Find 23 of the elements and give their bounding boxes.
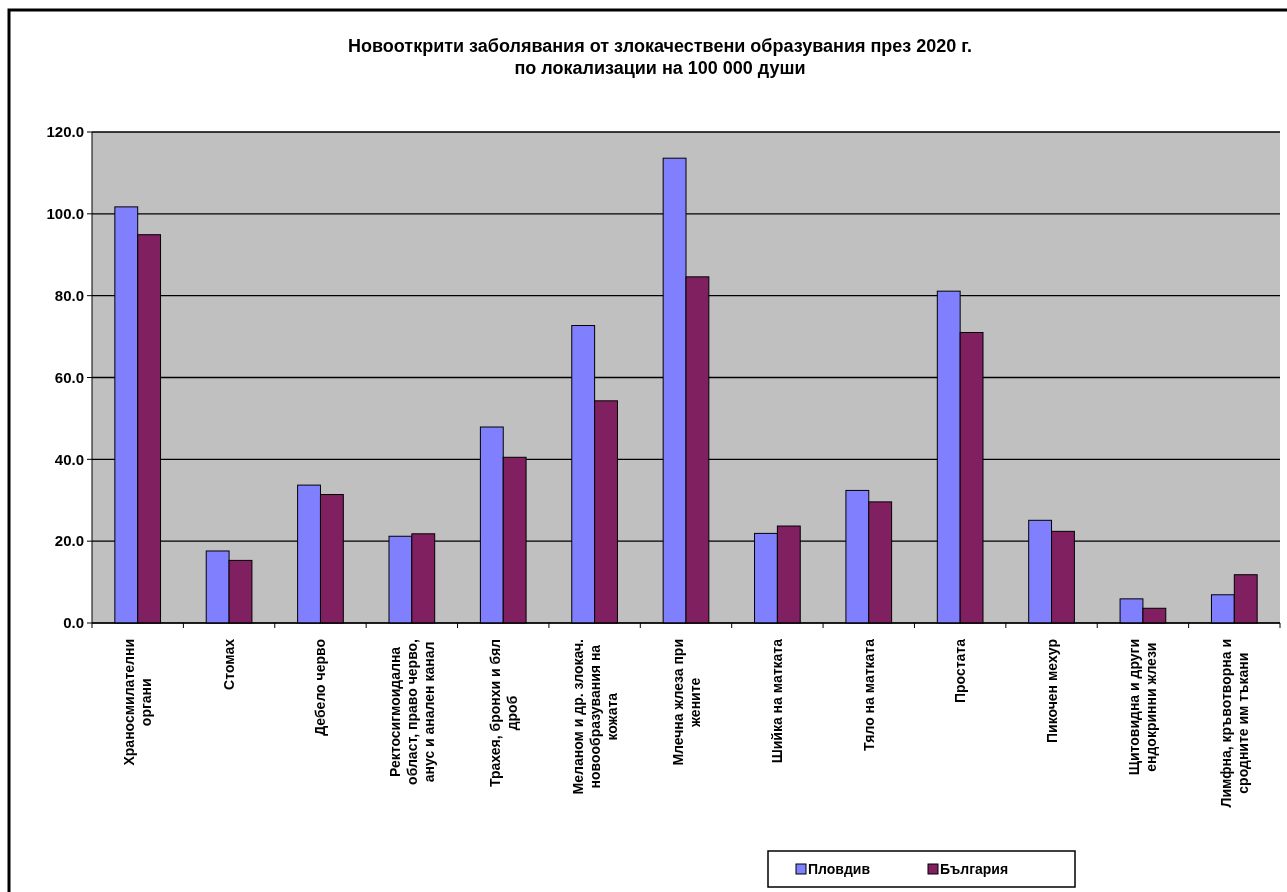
x-tick-label: Меланом и др. злокач. новообразувания на кожата [569,639,620,795]
legend-label: България [940,861,1009,877]
chart-title: Новооткрити заболявания от злокачествени образувания през 2020 г. по локализации на 100 000 души [347,36,973,78]
x-tick-label: Пикочен мехур [1043,639,1060,744]
x-tick-label: Простата [952,638,969,704]
x-tick-label: Лимфна, кръвотворна и сродните им тъкани [1217,639,1251,808]
y-tick-label: 120.0 [46,123,84,141]
y-tick-label: 60.0 [54,368,84,386]
x-tick-label: Дебело черво [312,639,329,736]
x-tick-label: Щитовидна и други ендокринни жлези [1126,639,1160,776]
y-tick-label: 40.0 [54,450,84,468]
y-tick-label: 80.0 [54,286,84,304]
x-tick-label: Тяло на матката [860,638,877,751]
x-tick-label: Млечна жлеза при жените [669,639,703,766]
x-tick-label: Ректосигмоидална област, право черво, анус и анален канал [386,639,437,785]
x-tick-label: Храносмилателни органи [121,639,155,766]
y-tick-label: 100.0 [46,205,84,223]
x-tick-label: Шийка на матката [769,638,786,764]
legend-label: Пловдив [808,861,871,877]
y-tick-label: 20.0 [54,532,84,550]
x-tick-label: Трахея, бронхи и бял дроб [486,639,520,788]
x-tick-label: Стомах [221,638,238,690]
y-tick-label: 0.0 [63,614,84,632]
